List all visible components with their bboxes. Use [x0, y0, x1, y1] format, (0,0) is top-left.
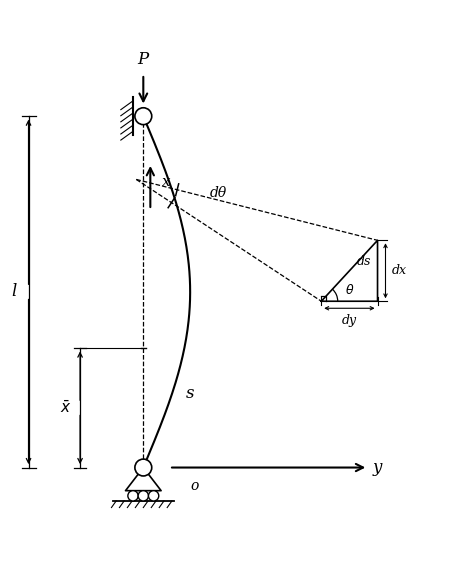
Circle shape: [148, 490, 159, 501]
Circle shape: [138, 490, 148, 501]
Text: $\theta$: $\theta$: [345, 282, 354, 297]
Text: o: o: [191, 479, 199, 493]
Text: l: l: [12, 284, 17, 301]
Text: $\bar{x}$: $\bar{x}$: [60, 400, 72, 416]
Text: ds: ds: [356, 255, 371, 268]
Text: y: y: [373, 459, 382, 476]
Text: dy: dy: [342, 314, 357, 327]
Text: x: x: [162, 175, 171, 189]
Circle shape: [128, 490, 138, 501]
Circle shape: [135, 459, 152, 476]
Text: dx: dx: [392, 264, 407, 277]
Text: s: s: [186, 385, 194, 402]
Text: dθ: dθ: [210, 186, 227, 200]
Circle shape: [135, 108, 152, 125]
Text: P: P: [138, 51, 149, 68]
